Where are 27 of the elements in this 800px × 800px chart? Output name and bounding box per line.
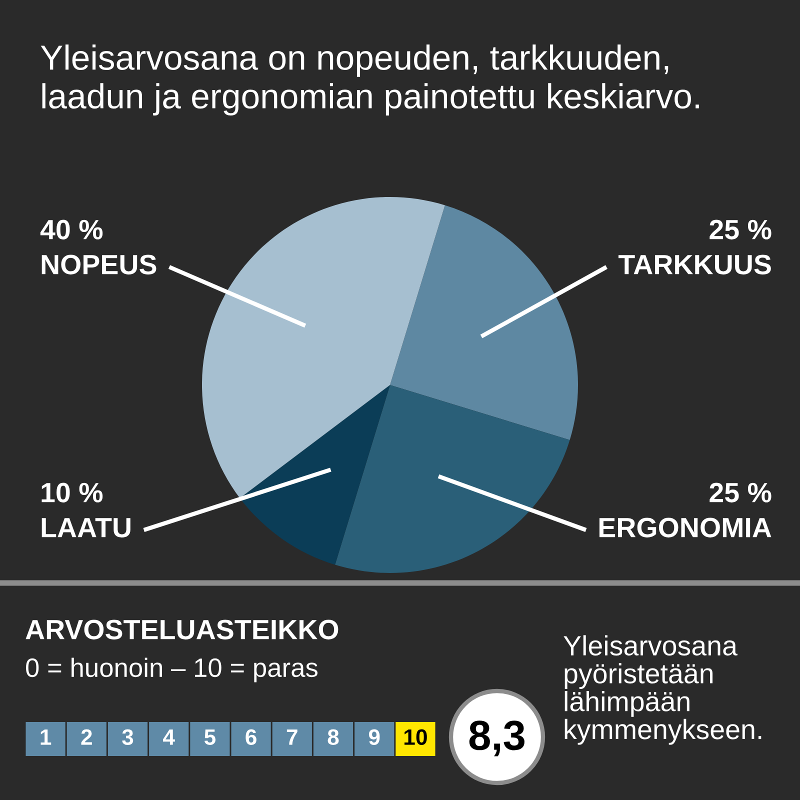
text: 5	[204, 729, 216, 745]
text: ARVOSTELUASTEIKKO	[26, 620, 338, 640]
text: Yleisarvosana pyöristetään lähimpään kymmenykseen.	[564, 635, 762, 745]
text: 4	[163, 729, 175, 745]
text: 8	[328, 729, 339, 745]
slice-label: ERGONOMIA	[599, 518, 772, 538]
data-label: 40 %	[40, 220, 103, 240]
text: 6	[246, 729, 256, 745]
pie-slice	[240, 385, 390, 565]
text: 2	[81, 729, 92, 745]
pie-slice	[390, 205, 578, 440]
chart-title: Yleisarvosana on nopeuden, tarkkuuden, laadun ja ergonomian painotettu keskiarvo.	[40, 44, 699, 116]
text: 9	[368, 729, 380, 745]
text: 7	[286, 729, 298, 745]
pie-slice	[335, 385, 570, 573]
text: 1	[40, 729, 52, 745]
text: 8,3	[469, 720, 524, 756]
text: 3	[122, 729, 134, 745]
data-label: 10 %	[42, 482, 103, 502]
text: 10	[404, 729, 427, 745]
slice-label: NOPEUS	[42, 254, 156, 274]
data-label: 25 %	[710, 482, 772, 502]
data-label: 25 %	[710, 220, 772, 240]
slice-label: TARKKUUS	[618, 254, 771, 274]
text: 0 = huonoin – 10 = paras	[26, 658, 318, 682]
slice-label: LAATU	[42, 518, 130, 538]
pie-slice	[202, 197, 445, 498]
